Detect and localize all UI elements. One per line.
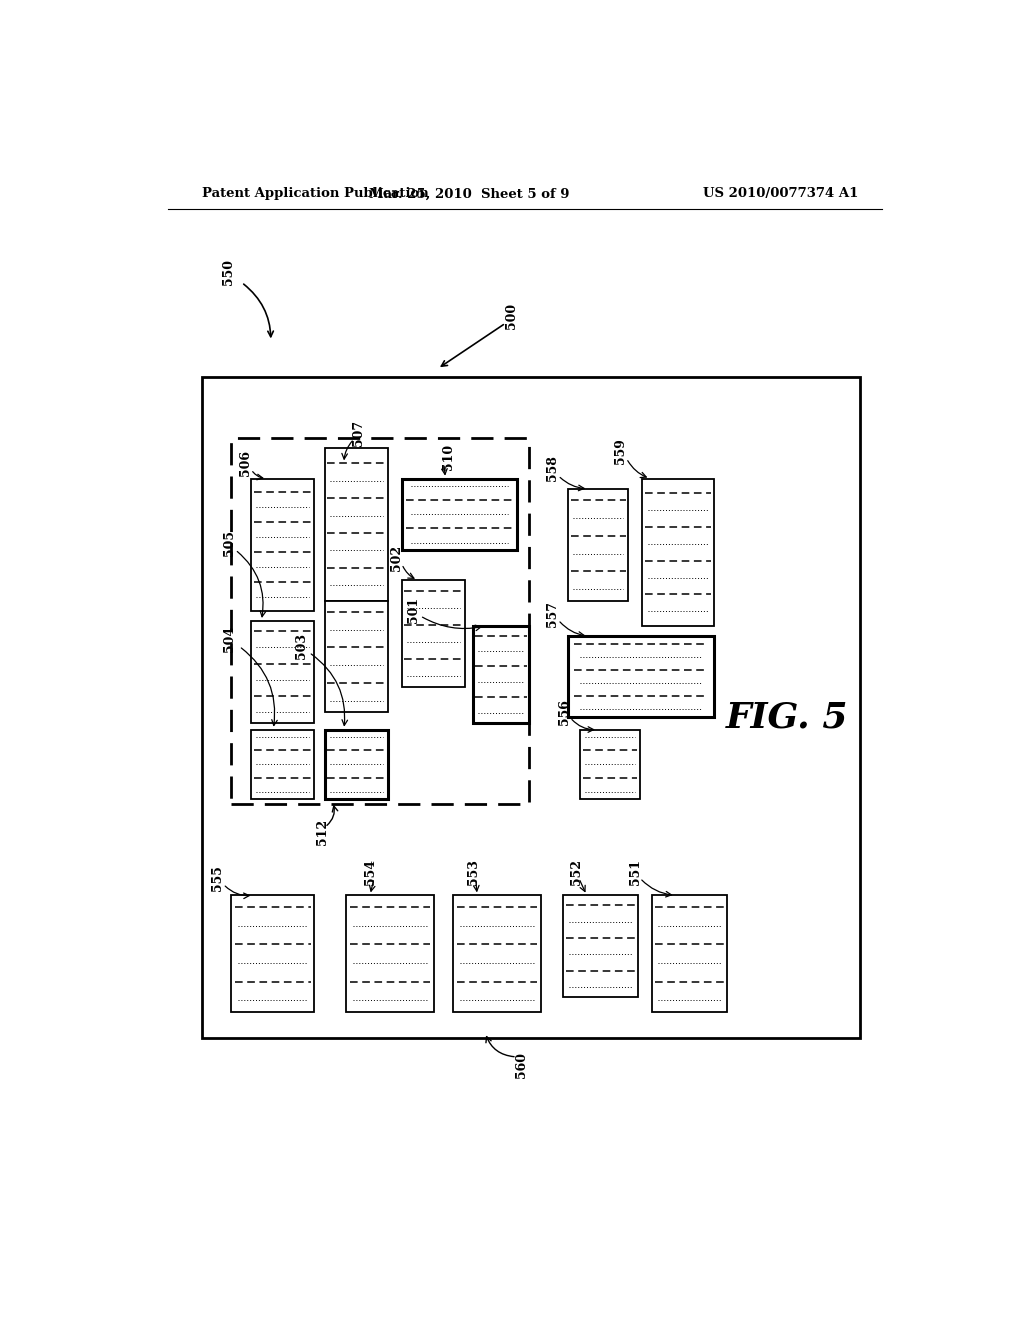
Text: 507: 507 <box>351 420 365 446</box>
Text: 559: 559 <box>613 438 627 465</box>
Bar <box>202 378 860 1038</box>
Text: 552: 552 <box>570 859 583 884</box>
Bar <box>454 895 541 1012</box>
Bar <box>563 895 638 997</box>
Bar <box>581 730 640 799</box>
Bar <box>325 601 388 713</box>
Text: 555: 555 <box>211 865 224 891</box>
Text: 505: 505 <box>223 529 237 556</box>
Text: 554: 554 <box>364 859 377 884</box>
Text: 560: 560 <box>515 1052 528 1078</box>
Text: US 2010/0077374 A1: US 2010/0077374 A1 <box>702 187 858 201</box>
Text: 502: 502 <box>390 545 402 572</box>
Bar <box>325 730 388 799</box>
Text: 556: 556 <box>558 700 571 725</box>
Bar <box>325 447 388 601</box>
Text: 550: 550 <box>222 259 236 285</box>
Text: 500: 500 <box>505 302 518 329</box>
Bar <box>346 895 433 1012</box>
Text: 501: 501 <box>408 597 420 623</box>
Bar <box>568 636 714 718</box>
Text: Mar. 25, 2010  Sheet 5 of 9: Mar. 25, 2010 Sheet 5 of 9 <box>369 187 569 201</box>
Bar <box>473 626 528 722</box>
Text: 551: 551 <box>630 859 642 884</box>
Text: 557: 557 <box>546 601 559 627</box>
Bar <box>568 488 628 601</box>
Text: 553: 553 <box>467 859 479 884</box>
Text: Patent Application Publication: Patent Application Publication <box>202 187 429 201</box>
Bar <box>231 438 528 804</box>
Bar <box>251 730 314 799</box>
Text: 503: 503 <box>295 634 307 659</box>
Text: 558: 558 <box>546 455 559 482</box>
Bar <box>251 479 314 611</box>
Text: 510: 510 <box>442 444 455 470</box>
Bar <box>652 895 727 1012</box>
Bar <box>251 620 314 722</box>
Bar <box>642 479 714 626</box>
Text: 504: 504 <box>223 626 237 652</box>
Text: 506: 506 <box>239 450 252 477</box>
Text: FIG. 5: FIG. 5 <box>725 701 848 734</box>
Text: 512: 512 <box>316 820 329 845</box>
Bar <box>401 479 517 549</box>
Bar <box>401 581 465 686</box>
Bar <box>231 895 314 1012</box>
